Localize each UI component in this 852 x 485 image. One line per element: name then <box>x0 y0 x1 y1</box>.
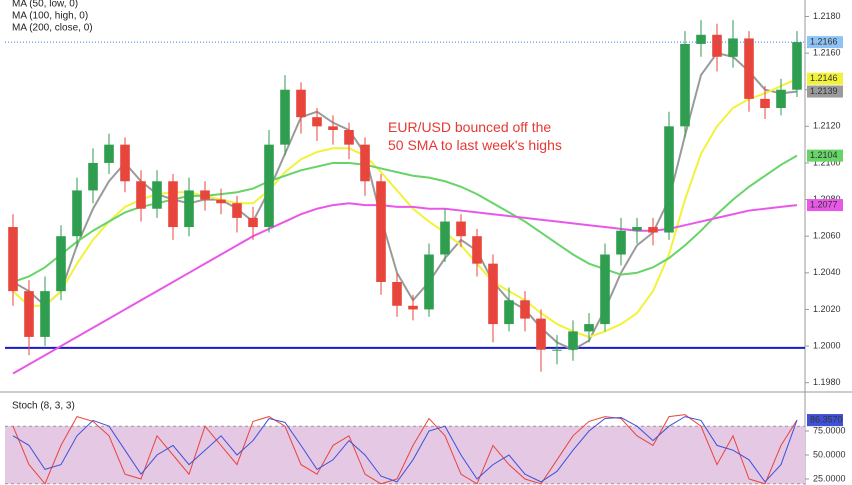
candle-body <box>216 199 226 204</box>
candle-body <box>280 89 290 145</box>
y-tick-label: 1.2020 <box>813 304 841 314</box>
candle-body <box>232 203 242 218</box>
candle-body <box>88 162 98 191</box>
y-tick-label: 1.2060 <box>813 231 841 241</box>
y-tick-label: 25.0000 <box>813 473 846 483</box>
candle-body <box>328 126 338 130</box>
last-value-box <box>807 36 843 49</box>
y-tick-label: 1.2120 <box>813 121 841 131</box>
candle-body <box>648 227 658 233</box>
last-value-label: 1.2077 <box>810 199 838 209</box>
legend-entry: MA (50, low, 0) <box>12 0 78 10</box>
candle-body <box>248 217 258 228</box>
y-tick-label: 1.2100 <box>813 157 841 167</box>
last-value-label: 1.2139 <box>810 86 838 96</box>
last-value-box <box>807 199 843 212</box>
candle-body <box>568 331 578 350</box>
candle-body <box>584 324 594 332</box>
candle-body <box>456 221 466 237</box>
candle-body <box>184 190 194 228</box>
last-value-label: 86.3570 <box>810 414 843 424</box>
candle-body <box>472 236 482 264</box>
candle-body <box>504 300 514 325</box>
last-value-label: 1.2166 <box>810 36 838 46</box>
candle-body <box>376 181 386 282</box>
candle-body <box>424 254 434 310</box>
candle-body <box>776 89 786 109</box>
candle-body <box>728 38 738 57</box>
y-tick-label: 1.2040 <box>813 267 841 277</box>
candle-body <box>200 190 210 200</box>
stoch-band <box>5 426 805 484</box>
candle-body <box>680 43 690 127</box>
indicator-title: Stoch (8, 3, 3) <box>12 401 75 412</box>
y-tick-label: 1.2000 <box>813 340 841 350</box>
candle-body <box>152 181 162 209</box>
candle-body <box>520 300 530 319</box>
indicator-line <box>12 414 798 485</box>
candle-body <box>488 263 498 325</box>
candle-body <box>136 181 146 209</box>
candle-body <box>616 230 626 255</box>
last-value-box <box>807 149 843 162</box>
candle-body <box>696 34 706 44</box>
annotation: 50 SMA to last week's highs <box>388 137 562 153</box>
candle-body <box>392 281 402 306</box>
annotation: EUR/USD bounced off the <box>388 119 551 135</box>
candle-body <box>40 291 50 337</box>
candle-body <box>264 144 274 228</box>
candle-body <box>664 126 674 233</box>
y-tick-label: 1.2180 <box>813 11 841 21</box>
legend-entry: MA (100, high, 0) <box>12 11 88 22</box>
last-value-box <box>807 72 843 85</box>
y-tick-label: 1.2160 <box>813 47 841 57</box>
candle-body <box>168 181 178 228</box>
last-value-label: 1.2146 <box>810 73 838 83</box>
candle-body <box>104 144 114 163</box>
candle-body <box>440 221 450 255</box>
candle-body <box>56 236 66 292</box>
candle-body <box>792 42 802 90</box>
candle-body <box>344 130 354 145</box>
candle-body <box>312 117 322 127</box>
candle-body <box>408 305 418 310</box>
candle-body <box>744 38 754 99</box>
last-value-box <box>807 414 843 427</box>
candle-body <box>600 254 610 325</box>
candle-body <box>712 34 722 57</box>
y-tick-label: 1.1980 <box>813 377 841 387</box>
candle-body <box>552 349 562 351</box>
candle-body <box>72 190 82 237</box>
candle-body <box>760 98 770 109</box>
candle-body <box>24 291 34 337</box>
candle-body <box>296 89 306 118</box>
indicator-line <box>12 416 798 483</box>
y-tick-label: 50.0000 <box>813 449 846 459</box>
y-tick-label: 75.0000 <box>813 425 846 435</box>
candle-body <box>536 318 546 350</box>
candle-body <box>120 144 130 182</box>
legend-entry: MA (200, close, 0) <box>12 23 93 34</box>
last-value-label: 1.2104 <box>810 150 838 160</box>
candle-body <box>632 227 642 231</box>
candle-body <box>8 227 18 292</box>
last-value-box <box>807 85 843 98</box>
y-tick-label: 1.2080 <box>813 194 841 204</box>
candle-body <box>360 144 370 182</box>
